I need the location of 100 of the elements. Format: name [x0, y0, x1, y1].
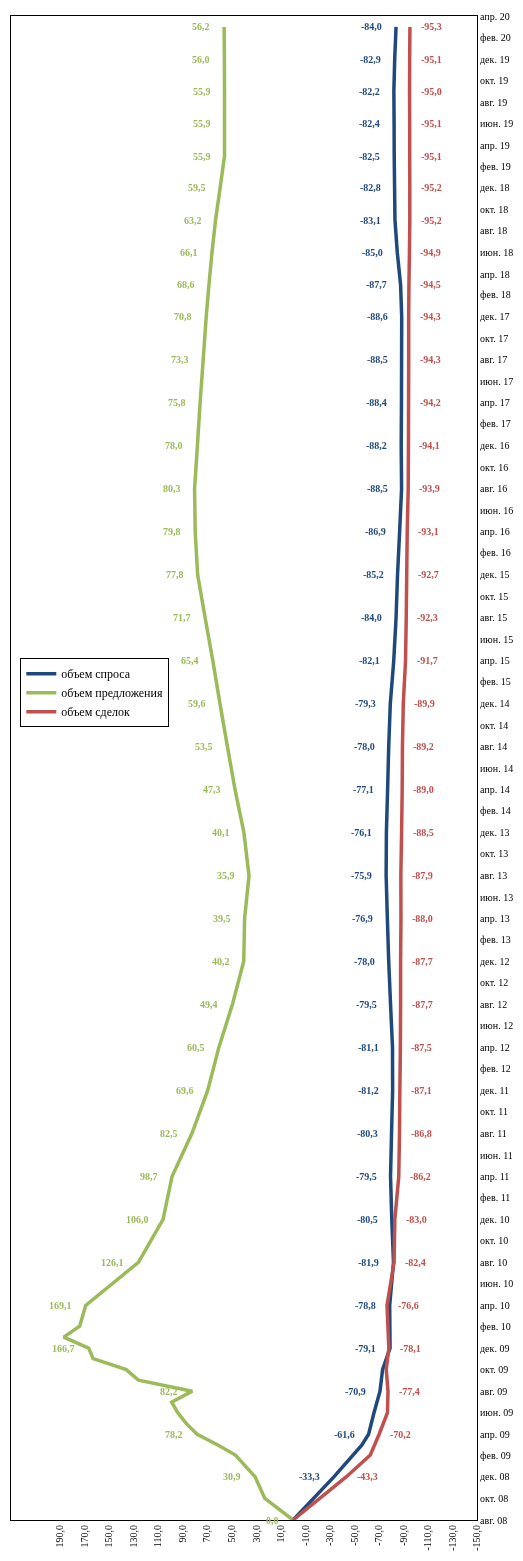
x-tick-label: 150,0: [103, 1525, 115, 1548]
y-tick-label: фев. 16: [480, 547, 511, 559]
data-label: -95,3: [421, 21, 442, 32]
y-tick-label: окт. 09: [480, 1364, 509, 1376]
data-label: -88,6: [367, 311, 388, 322]
x-tick-label: -150,0: [471, 1525, 483, 1551]
data-label: -77,4: [399, 1386, 420, 1397]
data-label: 55,9: [193, 118, 211, 129]
data-label: -94,3: [420, 311, 441, 322]
y-tick-label: авг. 15: [480, 612, 508, 624]
data-label: -94,3: [420, 354, 441, 365]
data-label: 169,1: [49, 1300, 72, 1311]
y-tick-label: апр. 11: [480, 1171, 510, 1183]
data-label: -43,3: [357, 1471, 378, 1482]
y-tick-label: июн. 19: [480, 118, 514, 130]
data-label: -92,7: [418, 569, 439, 580]
y-tick-label: июн. 14: [480, 762, 514, 774]
y-tick-label: дек. 10: [480, 1213, 510, 1225]
x-tick-label: -50,0: [348, 1525, 360, 1546]
data-label: -79,5: [356, 1171, 377, 1182]
data-label: -85,2: [363, 569, 384, 580]
y-tick-label: дек. 09: [480, 1342, 510, 1354]
data-label: -89,0: [413, 784, 434, 795]
y-tick-label: авг. 17: [480, 354, 508, 366]
y-tick-label: апр. 10: [480, 1299, 510, 1311]
y-tick-label: апр. 16: [480, 526, 510, 538]
data-label: 39,5: [213, 913, 231, 924]
y-tick-label: фев. 09: [480, 1449, 511, 1461]
data-label: 66,1: [180, 247, 198, 258]
y-tick-label: авг. 18: [480, 225, 508, 237]
data-label: -88,2: [366, 440, 387, 451]
y-tick-label: дек. 11: [480, 1084, 510, 1096]
y-tick-label: дек. 13: [480, 826, 510, 838]
data-label: -33,3: [299, 1471, 320, 1482]
data-label: 166,7: [52, 1343, 75, 1354]
data-label: -86,2: [410, 1171, 431, 1182]
y-tick-label: дек. 16: [480, 440, 510, 452]
y-tick-label: авг. 10: [480, 1256, 508, 1268]
data-label: -76,6: [398, 1300, 419, 1311]
y-tick-label: авг. 19: [480, 96, 508, 108]
data-label: 75,8: [168, 397, 186, 408]
data-label: -79,3: [355, 698, 376, 709]
data-label: -93,9: [419, 483, 440, 494]
data-label: -80,3: [357, 1128, 378, 1139]
data-label: 49,4: [200, 999, 218, 1010]
y-tick-label: апр. 17: [480, 397, 510, 409]
y-tick-label: окт. 11: [480, 1106, 508, 1118]
x-tick-label: 110,0: [152, 1525, 164, 1548]
data-label: -88,5: [367, 483, 388, 494]
data-label: -95,1: [421, 54, 442, 65]
y-tick-label: апр. 14: [480, 784, 510, 796]
x-tick-label: 10,0: [275, 1525, 287, 1543]
data-label: 30,9: [223, 1471, 241, 1482]
y-tick-label: июн. 11: [480, 1149, 513, 1161]
y-tick-label: июн. 10: [480, 1278, 514, 1290]
x-tick-label: 90,0: [176, 1525, 188, 1543]
data-label: -87,7: [412, 956, 433, 967]
y-tick-label: июн. 17: [480, 375, 514, 387]
data-label: -82,4: [405, 1257, 426, 1268]
y-tick-label: апр. 13: [480, 913, 510, 925]
y-tick-label: апр. 12: [480, 1041, 510, 1053]
y-tick-label: авг. 14: [480, 741, 508, 753]
y-tick-label: июн. 13: [480, 891, 514, 903]
data-label: -87,9: [412, 870, 433, 881]
data-label: 59,5: [188, 182, 206, 193]
data-label: -95,2: [421, 215, 442, 226]
legend-label: объем предложения: [61, 686, 163, 701]
data-label: -82,9: [360, 54, 381, 65]
y-tick-label: окт. 12: [480, 977, 509, 989]
y-tick-label: окт. 17: [480, 332, 509, 344]
y-tick-label: окт. 15: [480, 590, 509, 602]
data-label: -87,5: [411, 1042, 432, 1053]
data-label: -86,9: [365, 526, 386, 537]
data-label: -88,5: [367, 354, 388, 365]
data-label: 35,9: [217, 870, 235, 881]
y-tick-label: фев. 18: [480, 289, 511, 301]
data-label: -82,5: [359, 151, 380, 162]
legend-label: объем сделок: [61, 705, 130, 720]
data-label: -95,1: [421, 151, 442, 162]
y-tick-label: окт. 08: [480, 1492, 509, 1504]
data-label: -95,2: [421, 182, 442, 193]
data-label: 82,5: [160, 1128, 178, 1139]
data-label: -84,0: [361, 21, 382, 32]
y-tick-label: июн. 16: [480, 504, 514, 516]
x-tick-label: -110,0: [422, 1525, 434, 1551]
data-label: -78,0: [354, 741, 375, 752]
y-tick-label: дек. 18: [480, 182, 510, 194]
y-tick-label: окт. 19: [480, 75, 509, 87]
data-label: -89,9: [414, 698, 435, 709]
x-tick-label: -130,0: [446, 1525, 458, 1551]
y-tick-label: фев. 11: [480, 1191, 511, 1203]
data-label: -88,4: [366, 397, 387, 408]
x-tick-label: 30,0: [250, 1525, 262, 1543]
y-tick-label: июн. 12: [480, 1020, 514, 1032]
data-label: 55,9: [193, 151, 211, 162]
y-tick-label: авг. 13: [480, 869, 508, 881]
data-label: -94,9: [420, 247, 441, 258]
data-label: 69,6: [176, 1085, 194, 1096]
data-label: 106,0: [126, 1214, 149, 1225]
data-label: -82,1: [359, 655, 380, 666]
